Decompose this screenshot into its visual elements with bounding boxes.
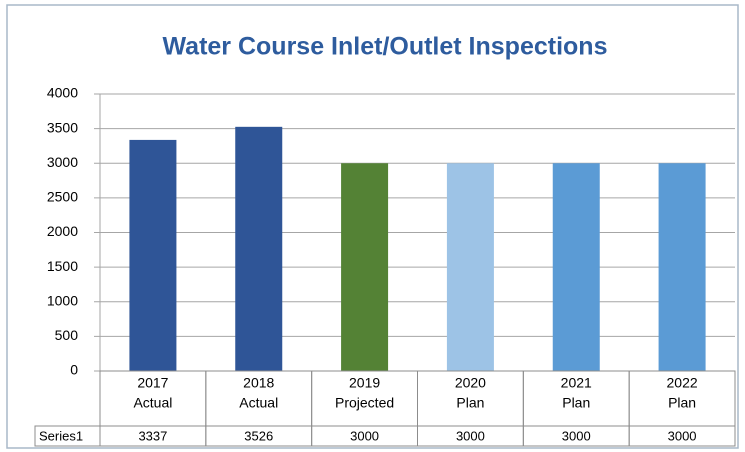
y-tick-label: 2000	[47, 223, 78, 239]
y-tick-label: 3500	[47, 119, 78, 135]
chart-title: Water Course Inlet/Outlet Inspections	[163, 33, 608, 61]
table-value: 3000	[562, 428, 591, 443]
y-tick-label: 3000	[47, 154, 78, 170]
table-value: 3000	[668, 428, 697, 443]
x-tick-label: Plan	[562, 395, 590, 411]
series-label: Series1	[39, 428, 83, 443]
x-tick-label: 2019	[349, 375, 380, 391]
table-value-cell	[628, 425, 736, 447]
x-tick-label: 2021	[561, 375, 592, 391]
bar	[129, 139, 177, 371]
table-value: 3000	[350, 428, 379, 443]
x-tick-label: Plan	[456, 395, 484, 411]
bar	[658, 163, 706, 371]
x-tick-label: 2018	[243, 375, 274, 391]
bar	[552, 163, 600, 371]
x-tick-label: 2017	[137, 375, 168, 391]
y-tick-label: 4000	[47, 85, 78, 101]
y-tick-label: 2500	[47, 189, 78, 205]
x-tick-label: Actual	[239, 395, 278, 411]
table-value: 3526	[244, 428, 273, 443]
table-value: 3337	[138, 428, 167, 443]
x-tick-label: Plan	[668, 395, 696, 411]
bar	[341, 163, 389, 371]
bar	[235, 126, 283, 372]
x-tick-label: Projected	[335, 395, 394, 411]
y-tick-label: 0	[70, 362, 78, 378]
y-tick-label: 1500	[47, 258, 78, 274]
table-value: 3000	[456, 428, 485, 443]
bar	[446, 163, 494, 371]
x-tick-label: 2020	[455, 375, 486, 391]
y-tick-label: 500	[55, 327, 79, 343]
x-tick-label: Actual	[133, 395, 172, 411]
y-tick-label: 1000	[47, 292, 78, 308]
x-tick-label: 2022	[667, 375, 698, 391]
